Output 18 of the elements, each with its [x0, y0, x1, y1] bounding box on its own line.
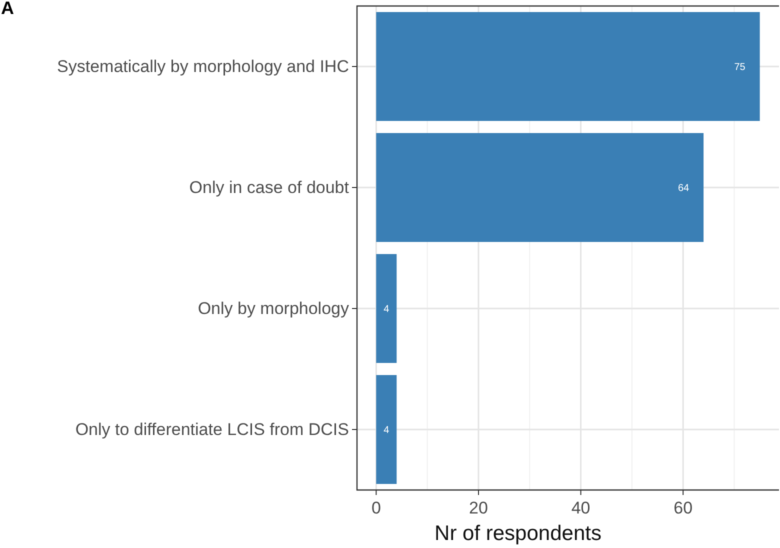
- y-tick-label: Only to differentiate LCIS from DCIS: [75, 420, 349, 439]
- x-tick-label: 40: [571, 498, 590, 518]
- bar: [376, 375, 397, 484]
- data-label: 64: [678, 183, 690, 194]
- y-tick-label: Only by morphology: [198, 298, 350, 318]
- bar: [376, 12, 760, 121]
- bar: [376, 254, 397, 363]
- x-axis-title: Nr of respondents: [434, 522, 602, 545]
- data-label: 4: [384, 425, 390, 436]
- bar: [376, 133, 704, 242]
- x-tick-label: 0: [371, 498, 381, 518]
- data-label: 75: [734, 62, 746, 73]
- y-tick-label: Only in case of doubt: [189, 178, 350, 197]
- x-tick-label: 60: [674, 498, 693, 518]
- text: A: [1, 0, 14, 18]
- y-tick-label: Systematically by morphology and IHC: [57, 56, 349, 76]
- x-tick-label: 20: [469, 498, 488, 518]
- data-label: 4: [384, 304, 390, 315]
